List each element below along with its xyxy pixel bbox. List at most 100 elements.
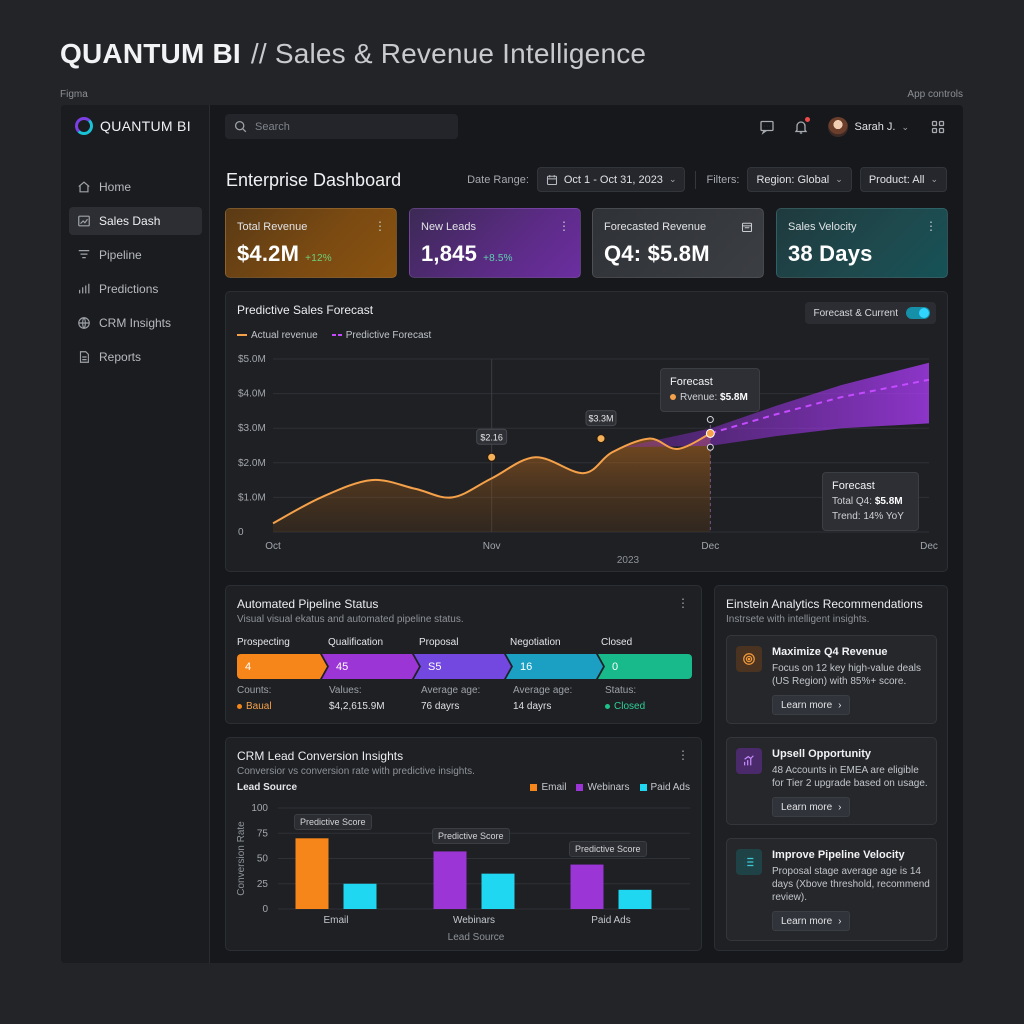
y-tick-label: $4.0M (238, 389, 266, 400)
x-tick-label: Paid Ads (591, 915, 630, 926)
globe-icon (77, 316, 91, 330)
einstein-subtitle: Instrsete with intelligent insights. (726, 614, 870, 625)
x-tick-label: Nov (483, 541, 501, 552)
region-value: Region: Global (756, 173, 830, 186)
recommendation-card: Improve Pipeline Velocity Proposal stage… (726, 838, 937, 941)
bar (343, 883, 377, 909)
tooltip-trend: Trend: 14% YoY (832, 509, 909, 524)
grid-apps-icon[interactable] (927, 116, 949, 138)
predictive-forecast-line (710, 378, 930, 435)
learn-more-button[interactable]: Learn more › (772, 797, 851, 817)
stage-proposal[interactable]: S5 (414, 654, 511, 679)
data-label-box (476, 428, 508, 445)
logo-icon (75, 117, 93, 135)
sidebar-item-sales-dash[interactable]: Sales Dash (69, 207, 202, 235)
sidebar-item-predictions[interactable]: Predictions (69, 275, 202, 303)
y-tick-label: 0 (238, 527, 244, 538)
chat-icon[interactable] (756, 116, 778, 138)
more-vertical-icon[interactable]: ⋮ (925, 219, 937, 233)
stage-closed[interactable]: 0 (598, 654, 692, 679)
sidebar: QUANTUM BI Home Sales Dash Pipeline Pred… (61, 105, 210, 963)
pipeline-panel: Automated Pipeline Status Visual visual … (225, 585, 702, 724)
forecast-title: Predictive Sales Forecast (237, 303, 374, 317)
kpi-total-revenue[interactable]: Total Revenue $4.2M +12% ⋮ (225, 208, 397, 278)
stage-stat: Values: $4,2,615.9M (329, 685, 421, 712)
forecast-upper-point (706, 416, 714, 424)
y-tick-label: 100 (251, 803, 268, 814)
more-vertical-icon[interactable]: ⋮ (677, 748, 689, 762)
kpi-forecasted-revenue[interactable]: Forecasted Revenue Q4: $5.8M (592, 208, 764, 278)
forecast-panel: Predictive Sales Forecast Forecast & Cur… (225, 291, 948, 572)
more-vertical-icon[interactable]: ⋮ (374, 219, 386, 233)
stage-qualification[interactable]: 45 (322, 654, 419, 679)
y-tick-label: $1.0M (238, 492, 266, 503)
crm-bar-chart[interactable]: 0 25 50 75 100 Conversion Rate Email Webinars Pa… (226, 738, 703, 952)
chevron-down-icon: ⌄ (901, 121, 909, 132)
stage-stat: Counts: Baual (237, 685, 329, 712)
bell-icon[interactable] (790, 116, 812, 138)
kpi-delta: +8.5% (483, 253, 513, 264)
sidebar-item-crm-insights[interactable]: CRM Insights (69, 309, 202, 337)
product-select[interactable]: Product: All ⌄ (859, 167, 947, 192)
forecast-tooltip-summary: Forecast Total Q4: $5.8M Trend: 14% YoY (822, 472, 919, 531)
search-box[interactable] (225, 114, 458, 139)
crm-panel: CRM Lead Conversion Insights Conversior … (225, 737, 702, 951)
chevron-down-icon: ⌄ (835, 174, 843, 184)
search-input[interactable] (255, 120, 445, 133)
y-axis-label: Conversion Rate (236, 821, 247, 896)
button-label: Learn more (781, 915, 833, 927)
y-tick-label: 75 (257, 828, 269, 839)
kpi-sales-velocity[interactable]: Sales Velocity 38 Days ⋮ (776, 208, 948, 278)
data-point (487, 452, 497, 462)
data-label-box (585, 410, 617, 427)
button-label: Learn more (781, 801, 833, 813)
forecast-point (705, 428, 715, 438)
app-logo[interactable]: QUANTUM BI (75, 117, 191, 135)
pipeline-stats: Counts: Baual Values: $4,2,615.9M Average … (237, 685, 692, 712)
product-value: Product: All (868, 173, 925, 186)
legend-webinars: Webinars (576, 782, 630, 793)
list-icon (736, 849, 762, 875)
stage-prospecting[interactable]: 4 (237, 654, 327, 679)
chevron-right-icon: › (838, 915, 842, 927)
stat-value: $4,2,615.9M (329, 701, 385, 712)
stat-label: Values: (329, 685, 362, 696)
user-menu[interactable]: Sarah J. ⌄ (828, 117, 909, 137)
forecast-lower-point (706, 443, 714, 451)
sidebar-item-home[interactable]: Home (69, 173, 202, 201)
more-vertical-icon[interactable]: ⋮ (558, 219, 570, 233)
tooltip-line-label: Rvenue: (680, 392, 718, 403)
forecast-chart[interactable]: 0 $1.0M $2.0M $3.0M $4.0M $5.0M Oct Nov Dec Dec 20… (226, 292, 949, 573)
sidebar-item-label: Predictions (99, 282, 159, 296)
date-range-picker[interactable]: Oct 1 - Oct 31, 2023 ⌄ (536, 167, 686, 192)
toggle-switch[interactable] (906, 307, 930, 319)
pipeline-stage-labels: Prospecting Qualification Proposal Negot… (237, 637, 692, 648)
stat-value: Baual (237, 701, 329, 712)
learn-more-button[interactable]: Learn more › (772, 911, 851, 931)
stage-negotiation[interactable]: 16 (506, 654, 603, 679)
crm-title: CRM Lead Conversion Insights (237, 749, 404, 763)
forecast-toggle[interactable]: Forecast & Current (804, 302, 936, 324)
recommendation-body: 48 Accounts in EMEA are eligible for Tie… (772, 765, 928, 789)
chevron-down-icon: ⌄ (668, 174, 677, 184)
learn-more-button[interactable]: Learn more › (772, 695, 851, 715)
stage-label: Proposal (419, 637, 459, 648)
bar (433, 851, 467, 909)
y-tick-label: 0 (262, 904, 268, 915)
region-select[interactable]: Region: Global ⌄ (747, 167, 852, 192)
kpi-label: New Leads (421, 221, 477, 233)
kpi-label: Total Revenue (237, 221, 308, 233)
growth-chart-icon (736, 748, 762, 774)
kpi-new-leads[interactable]: New Leads 1,845 +8.5% ⋮ (409, 208, 581, 278)
stat-value: 76 dayrs (421, 701, 460, 712)
sidebar-item-pipeline[interactable]: Pipeline (69, 241, 202, 269)
kpi-value: $4.2M +12% (237, 241, 385, 267)
forecast-tooltip-point: Forecast Rvenue: $5.8M (660, 368, 760, 412)
recommendation-card: Maximize Q4 Revenue Focus on 12 key high… (726, 635, 937, 724)
stage-value: 4 (245, 660, 252, 673)
sidebar-item-reports[interactable]: Reports (69, 343, 202, 371)
y-tick-label: 25 (257, 879, 269, 890)
legend-label: Email (541, 782, 567, 793)
calendar-icon[interactable] (741, 221, 753, 236)
more-vertical-icon[interactable]: ⋮ (677, 596, 689, 610)
